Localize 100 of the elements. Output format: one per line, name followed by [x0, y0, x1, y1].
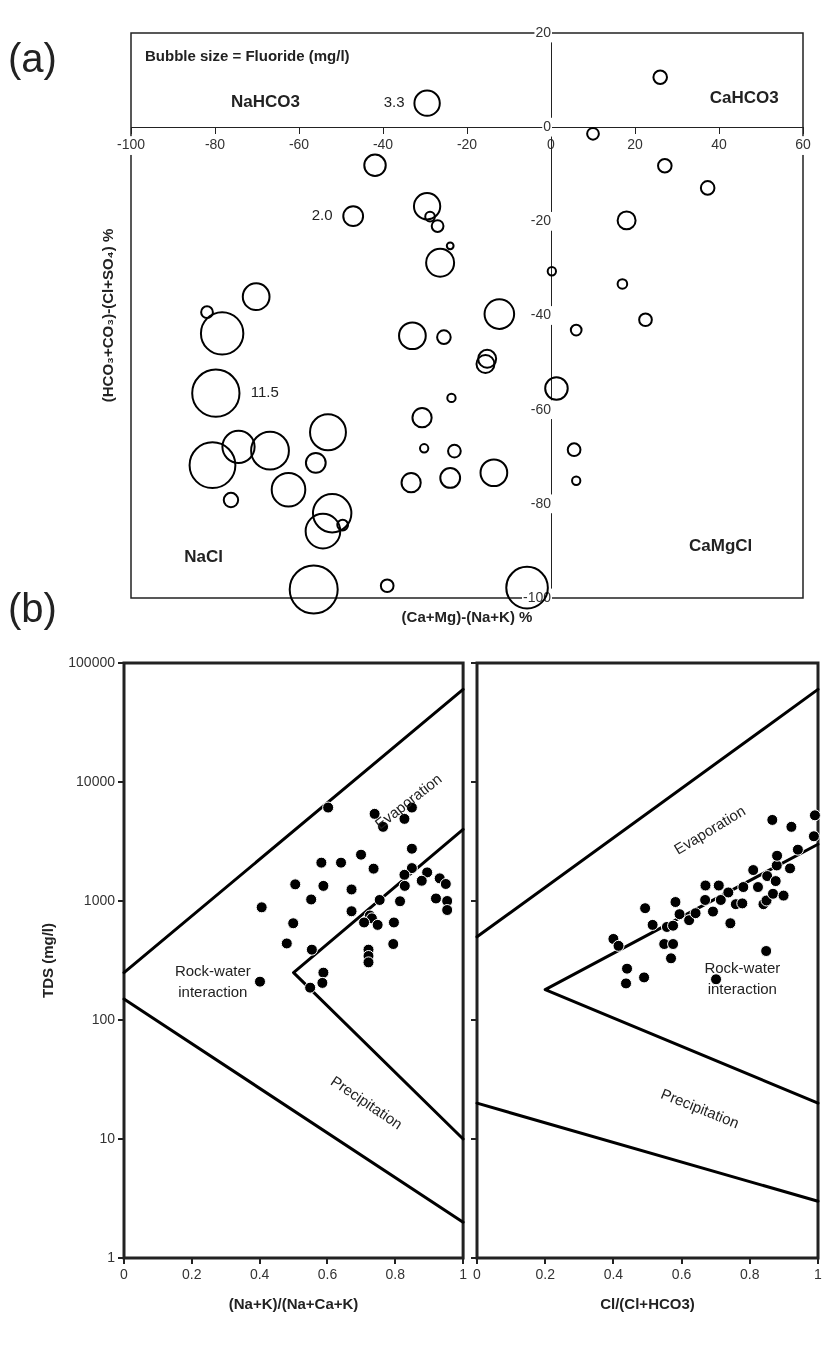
point — [777, 889, 790, 902]
annotation: CaHCO3 — [709, 87, 779, 107]
annotation: Bubble size = Fluoride (mg/l) — [145, 47, 350, 65]
point — [766, 813, 779, 826]
point — [712, 879, 725, 892]
point — [673, 908, 686, 921]
point — [638, 971, 651, 984]
point — [760, 945, 773, 958]
y-tick-label: 20 — [535, 23, 552, 40]
y-tick-label: -20 — [530, 212, 552, 229]
annotation: Rock-water interaction — [704, 959, 781, 998]
point — [612, 939, 625, 952]
point — [316, 976, 329, 989]
y-tick-label: 10 — [99, 1129, 116, 1146]
point — [667, 919, 680, 932]
point — [785, 820, 798, 833]
x-axis-title: (Ca+Mg)-(Na+K) % — [401, 608, 533, 626]
x-tick-label: 0.8 — [740, 1266, 760, 1283]
point — [747, 864, 760, 877]
point — [421, 866, 434, 879]
point — [737, 881, 750, 894]
y-tick-label: 10000 — [76, 772, 116, 789]
point — [371, 918, 384, 931]
y-tick-label: 1 — [107, 1248, 116, 1265]
point — [322, 801, 335, 814]
point — [287, 917, 300, 930]
point — [699, 879, 712, 892]
point — [771, 849, 784, 862]
point — [808, 809, 821, 822]
point — [362, 956, 375, 969]
annotation: CaMgCl — [689, 535, 753, 555]
point — [751, 881, 764, 894]
point — [358, 916, 371, 929]
x-axis-title: (Na+K)/(Na+Ca+K) — [228, 1295, 359, 1313]
y-tick-label: 100000 — [68, 653, 116, 670]
point — [441, 904, 454, 917]
point — [305, 943, 318, 956]
point — [621, 962, 634, 975]
point — [255, 901, 268, 914]
point — [398, 868, 411, 881]
x-tick-label: 0.6 — [671, 1266, 692, 1283]
point — [415, 874, 428, 887]
point — [387, 938, 400, 951]
point — [345, 883, 358, 896]
y-tick-label: -60 — [530, 400, 552, 417]
point — [394, 895, 407, 908]
x-tick-label: 20 — [627, 136, 643, 153]
x-tick-label: 0.2 — [535, 1266, 556, 1283]
point — [429, 892, 442, 905]
x-tick-label: 0.2 — [182, 1266, 202, 1283]
point — [766, 887, 779, 900]
point — [439, 877, 452, 890]
x-tick-label: 0.4 — [603, 1266, 624, 1283]
y-axis-title: (HCO₃+CO₃)-(Cl+SO₄) % — [99, 228, 117, 403]
point — [667, 938, 680, 951]
x-tick-label: 40 — [711, 136, 727, 153]
point — [689, 907, 702, 920]
point — [345, 905, 358, 918]
x-tick-label: 0.6 — [317, 1266, 338, 1283]
x-tick-label: 1 — [459, 1266, 468, 1283]
point — [722, 886, 735, 899]
y-tick-label: -80 — [530, 494, 552, 511]
point — [304, 981, 317, 994]
annotation: 11.5 — [250, 383, 279, 401]
point — [784, 862, 797, 875]
x-tick-label: 0.4 — [249, 1266, 270, 1283]
point — [387, 916, 400, 929]
x-axis-title: Cl/(Cl+HCO3) — [600, 1295, 695, 1313]
point — [791, 843, 804, 856]
x-tick-label: 1 — [814, 1266, 823, 1283]
point — [706, 905, 719, 918]
x-tick-label: -100 — [116, 136, 146, 153]
x-tick-label: 0 — [120, 1266, 129, 1283]
point — [646, 918, 659, 931]
x-tick-label: -40 — [372, 136, 394, 153]
x-tick-label: 0.8 — [385, 1266, 406, 1283]
point — [761, 870, 774, 883]
point — [620, 977, 633, 990]
point — [639, 902, 652, 915]
point — [669, 896, 682, 909]
point — [398, 879, 411, 892]
point — [699, 893, 712, 906]
point — [736, 897, 749, 910]
point — [280, 937, 293, 950]
point — [665, 952, 678, 965]
point — [355, 848, 368, 861]
point — [317, 879, 330, 892]
annotation: 3.3 — [383, 93, 405, 111]
text: (b) — [8, 586, 57, 630]
point — [405, 842, 418, 855]
x-tick-label: 60 — [795, 136, 811, 153]
y-tick-label: 100 — [91, 1010, 116, 1027]
x-tick-label: -80 — [204, 136, 226, 153]
y-tick-label: -40 — [530, 306, 552, 323]
y-tick-label: 0 — [543, 118, 552, 135]
point — [724, 917, 737, 930]
annotation: Rock-water interaction — [174, 961, 251, 1000]
point — [714, 893, 727, 906]
annotation: NaHCO3 — [230, 91, 300, 111]
text: (a) — [8, 36, 57, 80]
